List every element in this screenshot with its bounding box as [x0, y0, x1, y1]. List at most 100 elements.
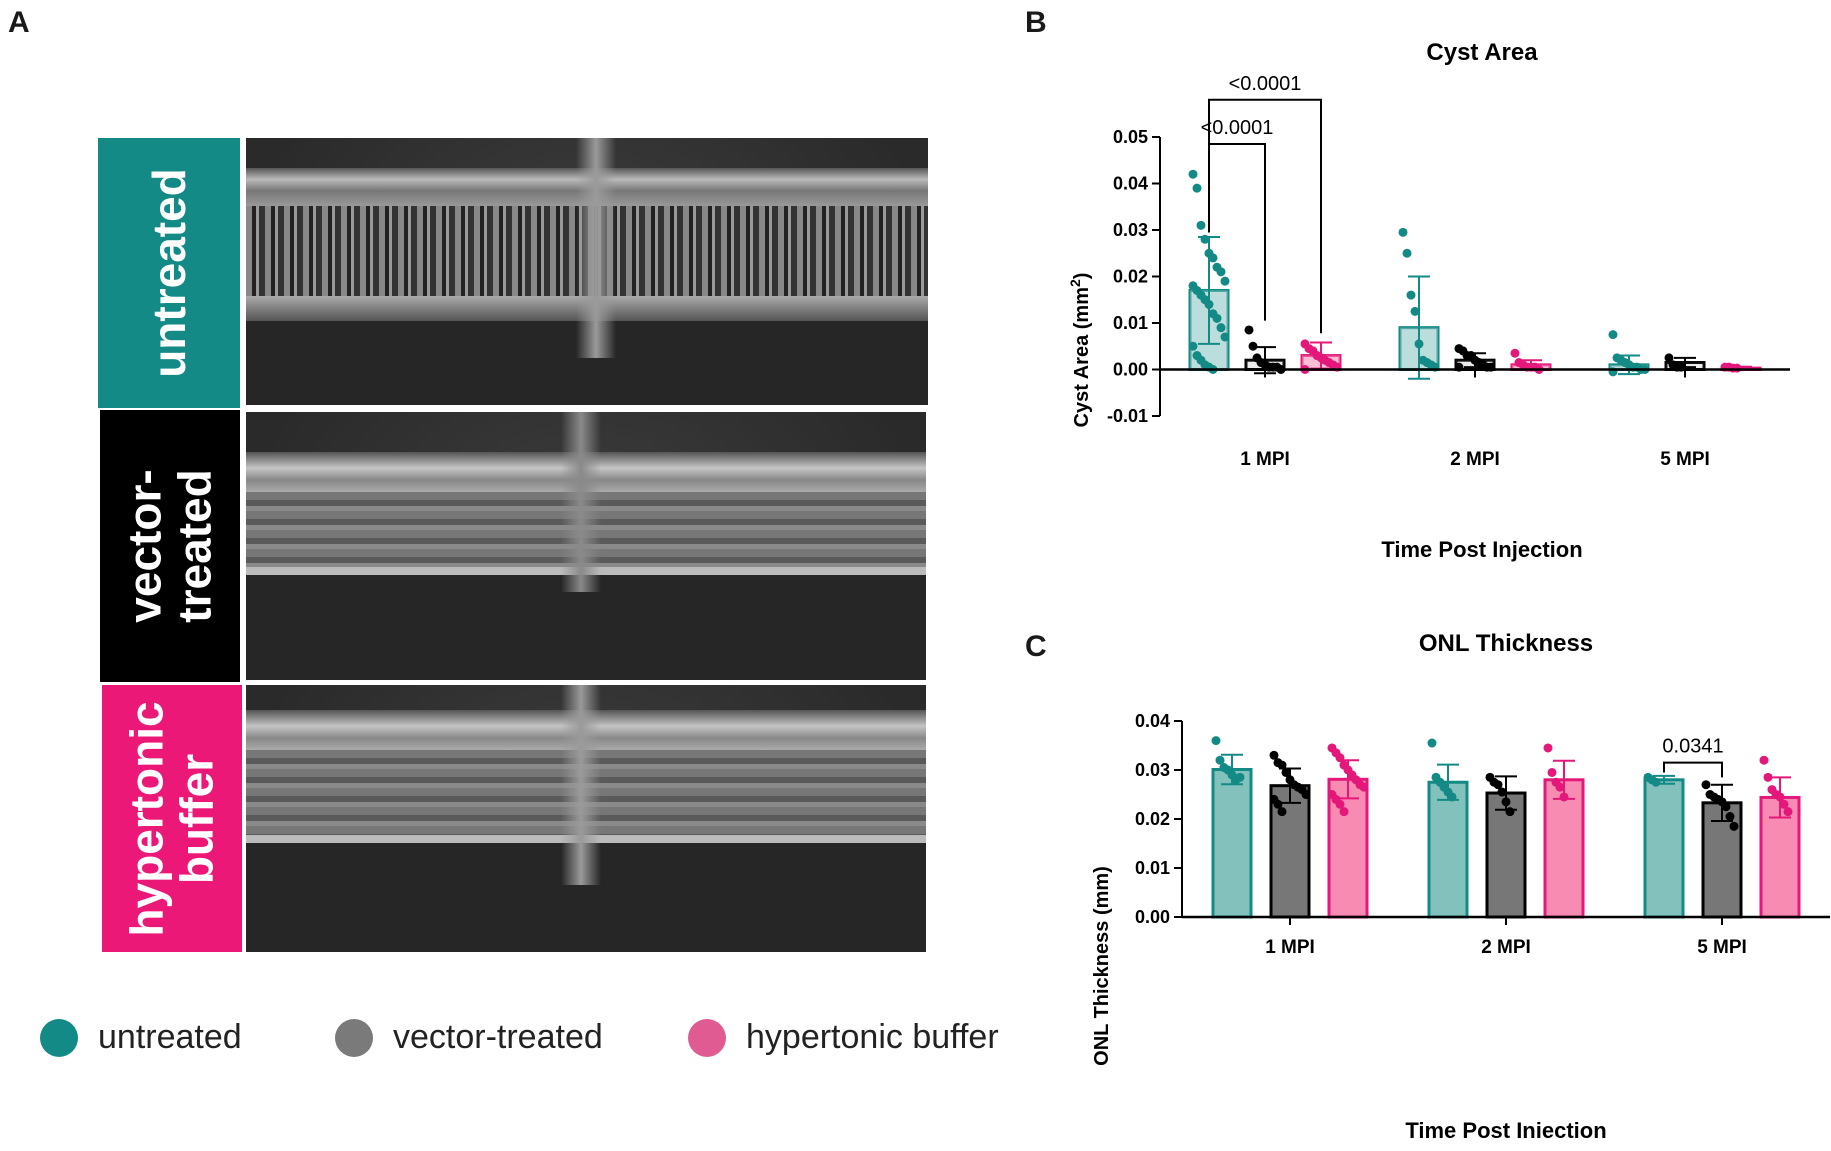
- data-point: [1398, 227, 1408, 237]
- y-tick-label: -0.01: [1107, 406, 1148, 426]
- data-point: [1335, 799, 1345, 809]
- data-point: [1196, 220, 1206, 230]
- row-label-text: untreated: [143, 168, 195, 378]
- legend-item-vector-treated: vector-treated: [335, 1018, 603, 1057]
- data-point: [1447, 792, 1457, 802]
- data-point: [1220, 276, 1230, 286]
- data-point: [1211, 736, 1221, 746]
- data-point: [1402, 248, 1412, 258]
- x-tick-label: 2 MPI: [1450, 449, 1500, 470]
- panel-letter-a: A: [8, 6, 30, 39]
- y-axis-label: Cyst Area (mm2): [1067, 273, 1093, 428]
- data-point: [1559, 792, 1569, 802]
- data-point: [1204, 299, 1214, 309]
- legend-swatch: [688, 1018, 726, 1057]
- data-point: [1216, 267, 1226, 277]
- oct-image-untreated: [246, 138, 928, 405]
- data-point: [1763, 772, 1773, 782]
- cyst-area-chart: Cyst Area Time Post Injection Cyst Area …: [1067, 39, 1790, 562]
- legend-item-untreated: untreated: [40, 1018, 242, 1057]
- data-point: [1339, 807, 1349, 817]
- data-point: [1555, 782, 1565, 792]
- data-point: [1701, 780, 1711, 790]
- data-point: [1651, 777, 1661, 787]
- onl-thickness-chart: ONL Thickness Time Post Injection ONL Th…: [1091, 630, 1830, 1138]
- x-tick-label: 5 MPI: [1697, 937, 1747, 958]
- data-point: [1235, 772, 1245, 782]
- data-point: [1248, 341, 1258, 351]
- data-point: [1493, 780, 1503, 790]
- data-point: [1608, 330, 1618, 340]
- p-value-label: <0.0001: [1229, 73, 1302, 95]
- data-point: [1277, 760, 1287, 770]
- row-label-untreated: untreated: [98, 138, 240, 408]
- x-tick-label: 5 MPI: [1660, 449, 1710, 470]
- legend-label: untreated: [98, 1018, 242, 1056]
- data-point: [1215, 755, 1225, 765]
- y-tick-label: 0.04: [1113, 174, 1148, 194]
- significance-bracket: [1663, 761, 1723, 778]
- data-point: [1273, 799, 1283, 809]
- bar: [1427, 780, 1469, 919]
- y-tick-label: 0.02: [1135, 809, 1170, 829]
- y-tick-label: 0.03: [1113, 220, 1148, 240]
- data-point: [1212, 313, 1222, 323]
- oct-image-hypertonic-buffer: [246, 685, 926, 952]
- data-point: [1759, 755, 1769, 765]
- data-point: [1192, 183, 1202, 193]
- row-label-vector-treated: vector- treated: [100, 410, 240, 682]
- data-point: [1775, 792, 1785, 802]
- x-tick-label: 2 MPI: [1481, 937, 1531, 958]
- row-label-hypertonic-buffer: hypertonic buffer: [102, 685, 242, 952]
- chart-title: Cyst Area: [1426, 39, 1538, 66]
- data-point: [1410, 306, 1420, 316]
- bar: [1643, 778, 1685, 919]
- legend-label: vector-treated: [393, 1018, 603, 1056]
- data-point: [1200, 234, 1210, 244]
- data-point: [1301, 790, 1311, 799]
- data-point: [1501, 797, 1511, 807]
- data-point: [1359, 782, 1369, 792]
- legend-item-hypertonic-buffer: hypertonic buffer: [688, 1018, 999, 1057]
- y-tick-label: 0.01: [1113, 313, 1148, 333]
- data-point: [1783, 807, 1793, 817]
- legend-swatch: [335, 1018, 373, 1057]
- data-point: [1779, 799, 1789, 809]
- data-point: [1188, 169, 1198, 179]
- y-tick-label: 0.00: [1135, 907, 1170, 927]
- data-point: [1220, 332, 1230, 342]
- data-point: [1510, 348, 1520, 358]
- x-axis-label: Time Post Injection: [1405, 1118, 1606, 1138]
- legend-swatch: [40, 1018, 78, 1057]
- data-point: [1208, 253, 1218, 263]
- oct-image-vector-treated: [246, 412, 926, 680]
- y-tick-label: 0.04: [1135, 711, 1170, 731]
- significance-bracket: [1208, 98, 1322, 334]
- x-axis-label: Time Post Injection: [1381, 537, 1582, 562]
- panel-letter-b: B: [1025, 6, 1047, 39]
- data-point: [1664, 353, 1674, 363]
- legend-label: hypertonic buffer: [746, 1018, 999, 1056]
- p-value-label: <0.0001: [1201, 117, 1274, 139]
- x-tick-label: 1 MPI: [1240, 449, 1290, 470]
- data-point: [1406, 290, 1416, 300]
- data-point: [1497, 787, 1507, 797]
- bar: [1211, 768, 1253, 919]
- data-point: [1427, 738, 1437, 748]
- y-tick-label: 0.05: [1113, 127, 1148, 147]
- data-point: [1732, 363, 1742, 373]
- data-point: [1244, 325, 1254, 335]
- y-tick-label: 0.00: [1113, 360, 1148, 380]
- y-axis-label: ONL Thickness (mm): [1091, 866, 1113, 1066]
- chart-title: ONL Thickness: [1419, 630, 1593, 657]
- data-point: [1188, 341, 1198, 351]
- p-value-label: 0.0341: [1662, 736, 1723, 758]
- panel-letter-c: C: [1025, 630, 1047, 663]
- y-tick-label: 0.01: [1135, 858, 1170, 878]
- data-point: [1414, 339, 1424, 349]
- y-tick-label: 0.03: [1135, 760, 1170, 780]
- row-label-text: vector- treated: [119, 469, 222, 623]
- data-point: [1547, 767, 1557, 777]
- data-point: [1216, 323, 1226, 333]
- data-point: [1269, 750, 1279, 760]
